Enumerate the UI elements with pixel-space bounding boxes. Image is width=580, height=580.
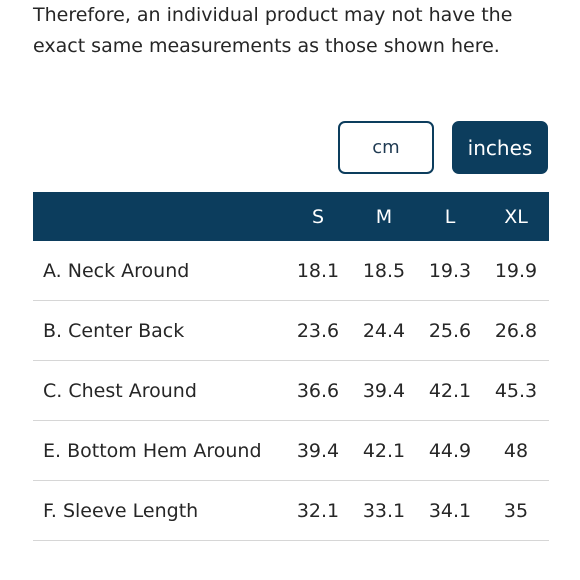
measurement-value: 34.1 bbox=[417, 480, 483, 541]
table-row: F. Sleeve Length 32.1 33.1 34.1 35 bbox=[33, 480, 549, 541]
header-measurement-label bbox=[33, 192, 285, 241]
unit-cm-button[interactable]: cm bbox=[338, 121, 434, 174]
measurement-value: 19.9 bbox=[483, 241, 549, 301]
measurement-label: B. Center Back bbox=[33, 300, 285, 361]
measurement-value: 39.4 bbox=[351, 360, 417, 421]
measurement-value: 36.6 bbox=[285, 360, 351, 421]
size-header-row: S M L XL bbox=[33, 192, 549, 241]
measurement-label: E. Bottom Hem Around bbox=[33, 420, 285, 481]
table-row: A. Neck Around 18.1 18.5 19.3 19.9 bbox=[33, 241, 549, 301]
measurement-value: 44.9 bbox=[417, 420, 483, 481]
header-size-xl: XL bbox=[504, 205, 528, 228]
measurement-label: A. Neck Around bbox=[33, 241, 285, 301]
measurement-label: F. Sleeve Length bbox=[33, 480, 285, 541]
measurement-value: 45.3 bbox=[483, 360, 549, 421]
table-row: B. Center Back 23.6 24.4 25.6 26.8 bbox=[33, 300, 549, 361]
measurement-value: 42.1 bbox=[417, 360, 483, 421]
measurement-value: 33.1 bbox=[351, 480, 417, 541]
measurement-value: 32.1 bbox=[285, 480, 351, 541]
unit-inches-button[interactable]: inches bbox=[452, 121, 548, 174]
unit-toggle: cm inches bbox=[338, 121, 548, 174]
measurement-value: 19.3 bbox=[417, 241, 483, 301]
measurement-value: 18.1 bbox=[285, 241, 351, 301]
disclaimer-line-2: exact same measurements as those shown h… bbox=[33, 35, 500, 57]
size-chart-table: S M L XL A. Neck Around 18.1 18.5 19.3 1… bbox=[33, 192, 549, 541]
measurement-value: 35 bbox=[483, 480, 549, 541]
header-size-s: S bbox=[311, 205, 325, 228]
table-row: C. Chest Around 36.6 39.4 42.1 45.3 bbox=[33, 360, 549, 421]
measurement-value: 39.4 bbox=[285, 420, 351, 481]
measurement-value: 24.4 bbox=[351, 300, 417, 361]
header-size-m: M bbox=[375, 205, 393, 228]
measurement-value: 42.1 bbox=[351, 420, 417, 481]
size-disclaimer: Therefore, an individual product may not… bbox=[33, 0, 553, 62]
disclaimer-line-1: Therefore, an individual product may not… bbox=[33, 4, 513, 26]
measurement-value: 26.8 bbox=[483, 300, 549, 361]
measurement-label: C. Chest Around bbox=[33, 360, 285, 421]
header-size-l: L bbox=[444, 205, 456, 228]
measurement-value: 48 bbox=[483, 420, 549, 481]
measurement-value: 23.6 bbox=[285, 300, 351, 361]
measurement-value: 25.6 bbox=[417, 300, 483, 361]
measurement-value: 18.5 bbox=[351, 241, 417, 301]
table-row: E. Bottom Hem Around 39.4 42.1 44.9 48 bbox=[33, 420, 549, 481]
